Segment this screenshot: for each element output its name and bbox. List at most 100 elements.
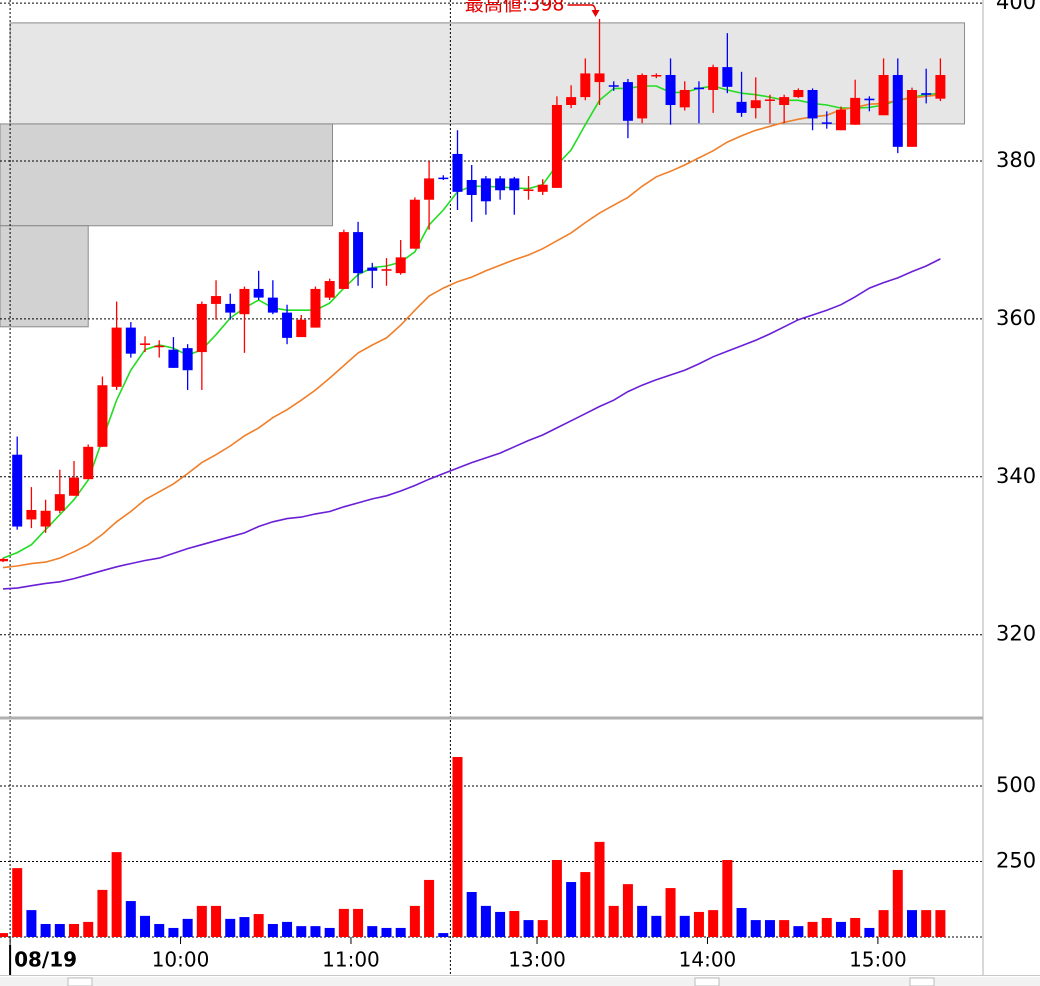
volume-bar bbox=[750, 920, 761, 937]
volume-bar bbox=[921, 910, 932, 937]
candle-body bbox=[651, 74, 662, 77]
volume-bar bbox=[551, 859, 562, 937]
volume-bar bbox=[310, 926, 321, 937]
candle-body bbox=[835, 109, 846, 131]
candle-body bbox=[892, 74, 903, 147]
annotation-arrowhead bbox=[591, 9, 600, 17]
volume-bar bbox=[608, 905, 619, 937]
volume-bar bbox=[793, 926, 804, 937]
candle-body bbox=[353, 232, 364, 274]
candle-body bbox=[466, 179, 477, 195]
candle-body bbox=[182, 348, 193, 371]
x-tick-label: 10:00 bbox=[152, 948, 210, 972]
volume-bar bbox=[480, 905, 491, 937]
y-tick-label: 340 bbox=[996, 464, 1036, 488]
volume-bar bbox=[736, 908, 747, 937]
candle-body bbox=[807, 89, 818, 119]
volume-bar bbox=[864, 927, 875, 937]
candle-body bbox=[83, 446, 94, 480]
volume-bar bbox=[182, 918, 193, 937]
volume-bar bbox=[537, 920, 548, 937]
candle-body bbox=[168, 349, 179, 368]
volume-bar bbox=[466, 891, 477, 937]
plot bbox=[0, 18, 946, 937]
volume-bar bbox=[523, 920, 534, 937]
volume-bar bbox=[338, 908, 349, 937]
volume-bar bbox=[850, 917, 861, 937]
volume-bar bbox=[140, 915, 151, 937]
candle-body bbox=[69, 477, 80, 496]
annotation: 最高値:398 bbox=[465, 0, 565, 16]
scrollbar[interactable] bbox=[0, 977, 1040, 986]
volume-bar bbox=[495, 911, 506, 937]
y-tick-label: 320 bbox=[996, 622, 1036, 646]
candle-body bbox=[779, 97, 790, 105]
volume-bar bbox=[395, 927, 406, 937]
volume-bar bbox=[0, 933, 9, 937]
volume-bar bbox=[12, 868, 23, 937]
candle-body bbox=[821, 122, 832, 124]
x-tick-label: 11:00 bbox=[322, 948, 380, 972]
volume-bar bbox=[381, 927, 392, 937]
volume-bar bbox=[409, 905, 420, 937]
candle-body bbox=[409, 199, 420, 249]
scroll-button[interactable] bbox=[67, 977, 93, 986]
grid bbox=[0, 0, 983, 975]
volume-bar bbox=[54, 924, 65, 937]
candle-body bbox=[850, 97, 861, 125]
price-band bbox=[9, 22, 966, 125]
volume-bar bbox=[764, 920, 775, 937]
candle-body bbox=[367, 267, 378, 271]
price-band bbox=[0, 123, 334, 227]
scroll-button[interactable] bbox=[694, 977, 720, 986]
price-band bbox=[0, 225, 89, 328]
volume-bar bbox=[779, 920, 790, 937]
volume-bar bbox=[324, 927, 335, 937]
candle-body bbox=[40, 510, 51, 527]
volume-bar bbox=[125, 901, 136, 937]
volume-bar bbox=[83, 921, 94, 937]
candle-body bbox=[551, 104, 562, 188]
scroll-button[interactable] bbox=[909, 977, 935, 986]
candle-body bbox=[267, 297, 278, 313]
volume-bar bbox=[835, 921, 846, 937]
candle-body bbox=[225, 303, 236, 313]
volume-bar bbox=[296, 926, 307, 937]
volume-bar bbox=[637, 905, 648, 937]
volume-bar bbox=[438, 933, 449, 937]
volume-bar bbox=[40, 924, 51, 937]
y-tick-label: 250 bbox=[996, 848, 1036, 872]
volume-bar bbox=[97, 889, 108, 937]
x-tick-label: 14:00 bbox=[679, 948, 737, 972]
candle-body bbox=[97, 385, 108, 447]
volume-bar bbox=[26, 910, 37, 937]
candle-body bbox=[54, 494, 65, 511]
volume-bar bbox=[211, 905, 222, 937]
volume-bar bbox=[594, 841, 605, 937]
volume-bar bbox=[622, 884, 633, 937]
candle-body bbox=[793, 89, 804, 98]
volume-bar bbox=[807, 921, 818, 937]
candle-body bbox=[679, 89, 690, 108]
candle-body bbox=[495, 178, 506, 191]
candle-body bbox=[196, 303, 207, 353]
volume-bar bbox=[892, 869, 903, 937]
candle-body bbox=[381, 269, 392, 271]
volume-bar bbox=[878, 910, 889, 937]
labels: 320 340 360 380 400 250 500 08/19 10:00 11:00 13:0… bbox=[14, 0, 1036, 972]
candle-body bbox=[864, 98, 875, 101]
candle-body bbox=[878, 74, 889, 116]
candle-body bbox=[239, 288, 250, 315]
volume-bar bbox=[665, 888, 676, 937]
candle-body bbox=[523, 189, 534, 192]
price-bands bbox=[0, 22, 966, 328]
volume-bar bbox=[353, 908, 364, 937]
volume-bar bbox=[69, 924, 80, 937]
candle-body bbox=[438, 177, 449, 180]
candle-body bbox=[708, 67, 719, 90]
candle-body bbox=[424, 178, 435, 200]
volume-bar bbox=[580, 872, 591, 937]
candle-body bbox=[750, 100, 761, 109]
candle-body bbox=[310, 288, 321, 328]
moving-average bbox=[2, 258, 941, 590]
